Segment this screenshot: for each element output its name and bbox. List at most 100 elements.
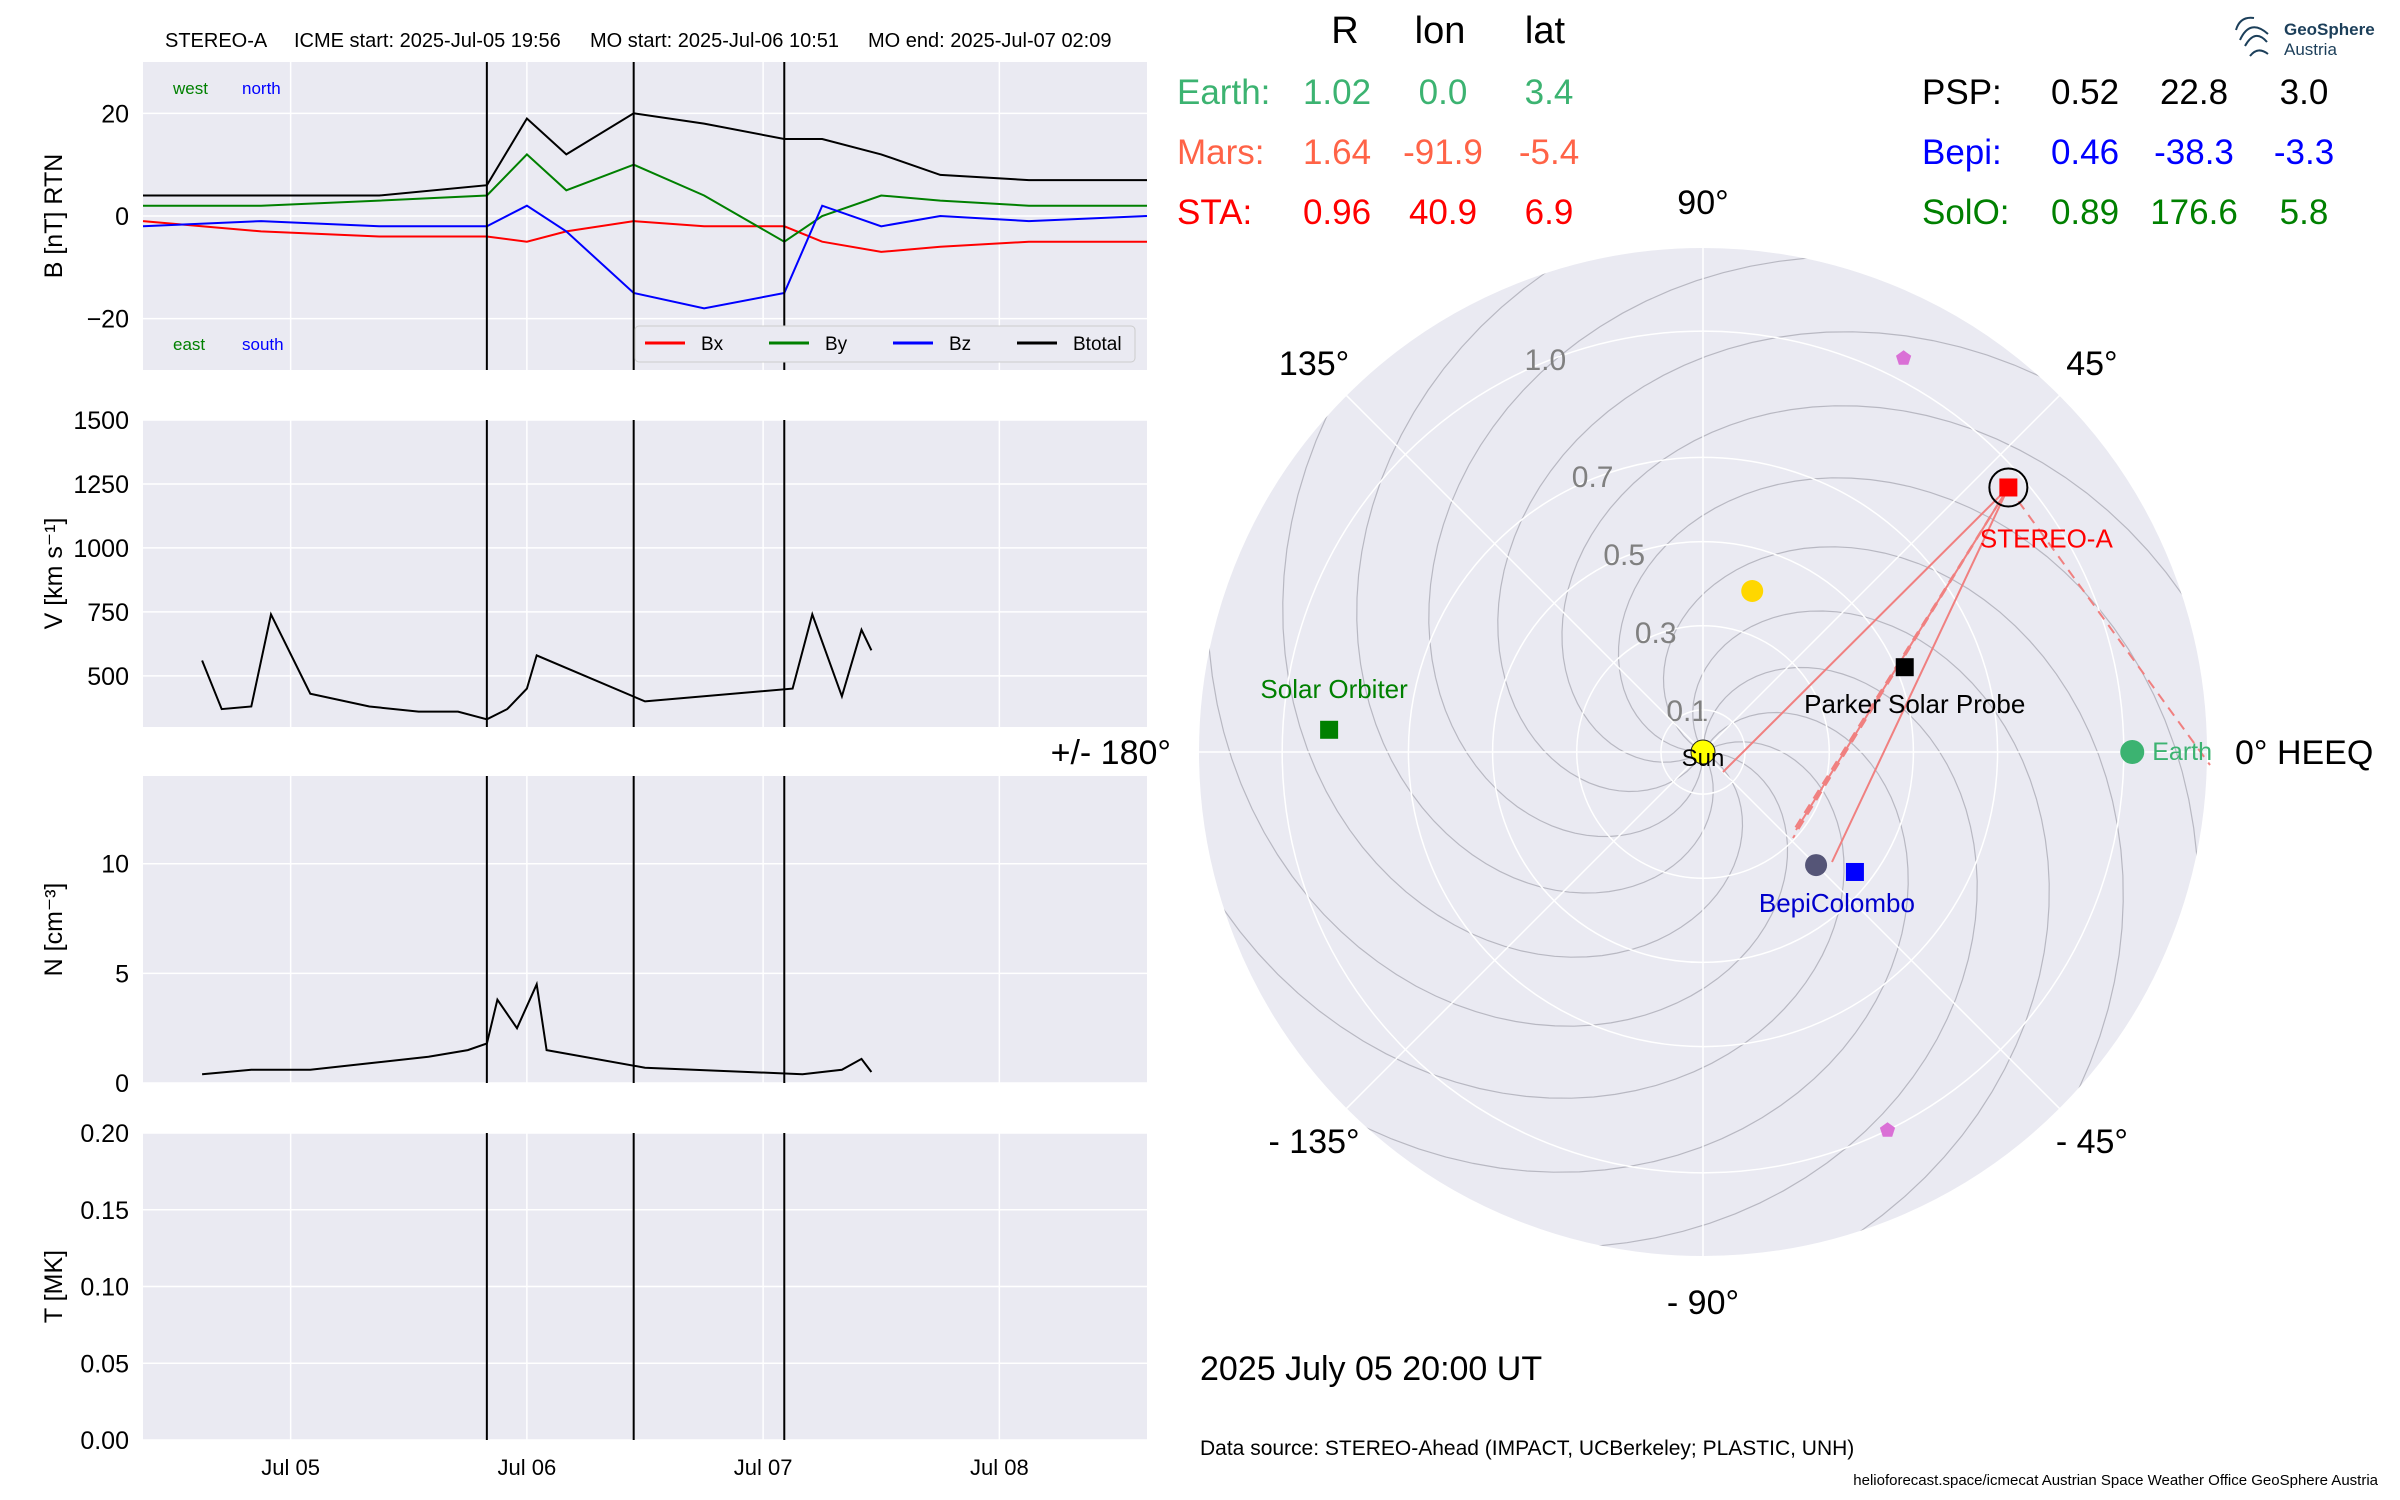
marker-solar-orbiter: [1320, 720, 1339, 739]
label-sun: Sun: [1682, 745, 1725, 772]
table-header-R: R: [1331, 10, 1358, 52]
y-tick-label: 0: [115, 1070, 129, 1098]
y-tick-label: 0.00: [80, 1427, 129, 1455]
radial-tick-label: 0.7: [1572, 461, 1614, 494]
angle-label: 135°: [1279, 345, 1349, 383]
y-axis-label: V [km s⁻¹]: [40, 518, 68, 630]
row-r: 0.52: [2051, 73, 2119, 112]
series-line-N: [202, 980, 873, 1076]
label-bepicolombo: BepiColombo: [1759, 888, 1915, 918]
marker-stereo-a: [1999, 478, 2018, 497]
connection-line: [1831, 487, 2010, 863]
corner-label-east: east: [173, 335, 205, 354]
y-axis-label: N [cm⁻³]: [40, 883, 68, 977]
marker-ring: [1988, 467, 2029, 508]
label-solar-orbiter: Solar Orbiter: [1260, 674, 1408, 704]
row-r: 0.46: [2051, 133, 2119, 172]
row-label: STA:: [1177, 193, 1252, 232]
corner-label-west: west: [172, 79, 208, 98]
legend-label: By: [825, 334, 848, 355]
marker-bepicolombo: [1845, 862, 1864, 881]
legend-label: Bz: [949, 334, 971, 355]
header-mo-start: MO start: 2025-Jul-06 10:51: [590, 30, 839, 52]
footer-datetime: 2025 July 05 20:00 UT: [1200, 1350, 1542, 1388]
marker-sun: [1690, 739, 1716, 765]
panel-background: [143, 420, 1147, 727]
header-icme-start: ICME start: 2025-Jul-05 19:56: [294, 30, 561, 52]
row-lat: 6.9: [1525, 193, 1574, 232]
series-line-By: [143, 153, 1147, 243]
row-lat: 3.0: [2280, 73, 2329, 112]
panel-magnetic-field: −20 0 20 B [nT] RTN: [40, 62, 1148, 370]
y-tick-label: 10: [101, 851, 129, 879]
row-label: Mars:: [1177, 133, 1265, 172]
legend: Bx By Bz Btotal: [634, 325, 1136, 363]
row-lat: 3.4: [1525, 73, 1574, 112]
label-stereo-a: STEREO-A: [1980, 523, 2114, 553]
panel-background: [143, 776, 1147, 1083]
row-r: 1.02: [1303, 73, 1371, 112]
row-r: 0.96: [1303, 193, 1371, 232]
polar-position-plot: 0.1 0.3 0.5 0.7 1.0 0° HEEQ 45° 90° 135° +/- 180°…: [1051, 184, 2374, 1322]
header-spacecraft: STEREO-A: [165, 30, 268, 52]
row-label: SolO:: [1922, 193, 2010, 232]
angle-gridline: [1702, 751, 2061, 1110]
table-row-psp: PSP: 0.52 22.8 3.0: [1922, 73, 2328, 112]
logo-line1: GeoSphere: [2284, 20, 2375, 39]
table-row-solo: SolO: 0.89 176.6 5.8: [1922, 193, 2328, 232]
logo-swirl-icon: [2235, 16, 2269, 57]
radial-tick-label: 0.3: [1635, 617, 1677, 650]
angle-label: - 45°: [2056, 1123, 2128, 1161]
panel-temperature: 0.00 0.05 0.10 0.15 0.20 T [MK]: [40, 1120, 1147, 1455]
angle-label: - 90°: [1667, 1284, 1739, 1322]
angle-label: 90°: [1677, 184, 1728, 222]
marker-pentagon: [1879, 1122, 1896, 1137]
angle-gridline: [1345, 394, 1704, 753]
x-tick-label: Jul 07: [734, 1455, 793, 1480]
series-line-V: [201, 611, 873, 721]
table-header-lon: lon: [1415, 10, 1466, 52]
label-parker-solar-probe: Parker Solar Probe: [1804, 689, 2025, 719]
logo-line2: Austria: [2284, 40, 2337, 59]
connection-line: [2007, 486, 2211, 766]
row-lon: 0.0: [1419, 73, 1468, 112]
marker-earth: [2120, 740, 2145, 764]
y-axis-label: B [nT] RTN: [40, 154, 68, 279]
angle-gridline: [1345, 751, 1704, 1110]
footer-credits: helioforecast.space/icmecat Austrian Spa…: [1853, 1472, 2378, 1489]
radial-tick-label: 0.1: [1666, 695, 1708, 728]
x-tick-label: Jul 05: [261, 1455, 320, 1480]
series-line-Bz: [142, 204, 1148, 310]
y-axis-label: T [MK]: [40, 1250, 68, 1323]
table-row-sta: STA: 0.96 40.9 6.9: [1177, 193, 1573, 232]
time-series-panels: −20 0 20 B [nT] RTN 500 750 1000 1250 1500 V [km …: [40, 62, 1148, 1480]
corner-label-south: south: [242, 335, 284, 354]
y-tick-label: 1000: [73, 535, 129, 563]
table-row-earth: Earth: 1.02 0.0 3.4: [1177, 73, 1573, 112]
row-lon: 176.6: [2150, 193, 2238, 232]
footer-source: Data source: STEREO-Ahead (IMPACT, UCBer…: [1200, 1437, 1854, 1460]
label-earth: Earth: [2152, 738, 2212, 766]
angle-label: +/- 180°: [1051, 734, 1171, 772]
y-tick-label: 0.20: [80, 1120, 129, 1148]
marker-object: [1805, 854, 1828, 877]
y-tick-label: 1250: [73, 471, 129, 499]
angle-label: 0° HEEQ: [2235, 734, 2373, 772]
y-tick-label: 1500: [73, 407, 129, 435]
row-lat: -3.3: [2274, 133, 2334, 172]
row-lat: 5.8: [2280, 193, 2329, 232]
series-line-Btotal: [143, 112, 1147, 197]
row-r: 0.89: [2051, 193, 2119, 232]
row-lon: 40.9: [1409, 193, 1477, 232]
y-tick-label: 0.05: [80, 1350, 129, 1378]
row-label: Bepi:: [1922, 133, 2002, 172]
y-tick-label: 500: [87, 663, 129, 691]
row-lon: -91.9: [1403, 133, 1483, 172]
legend-label: Bx: [701, 334, 724, 355]
y-tick-label: 0.15: [80, 1197, 129, 1225]
row-lon: 22.8: [2160, 73, 2228, 112]
x-tick-label: Jul 06: [498, 1455, 557, 1480]
panel-speed: 500 750 1000 1250 1500 V [km s⁻¹]: [40, 407, 1147, 727]
header-mo-end: MO end: 2025-Jul-07 02:09: [868, 30, 1112, 52]
